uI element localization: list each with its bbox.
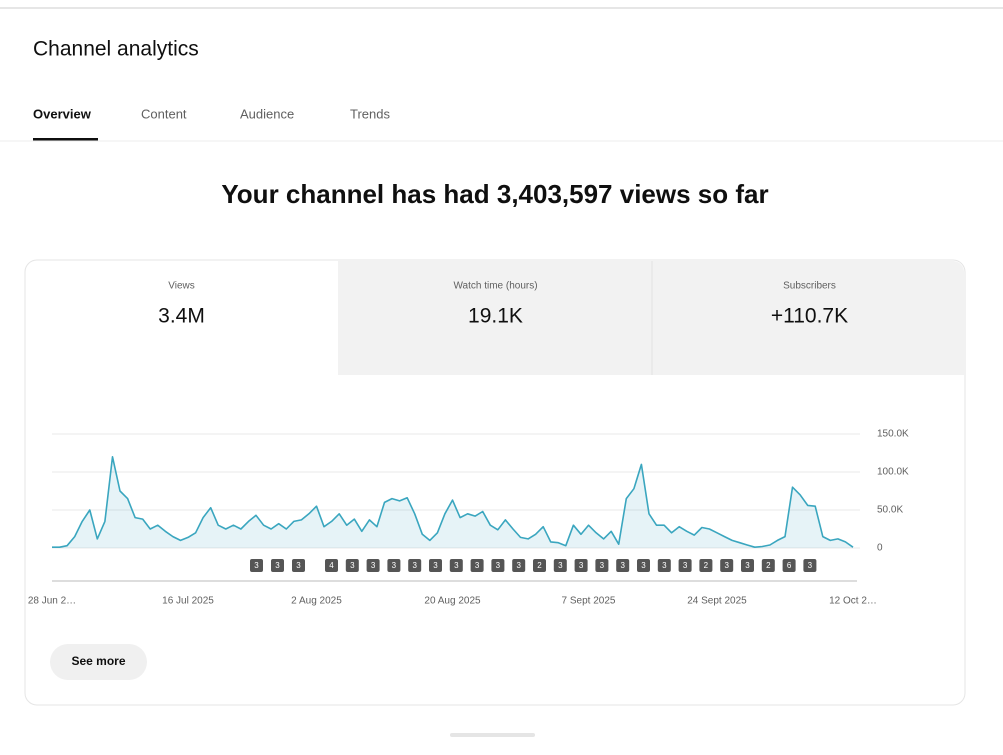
upload-marker-count[interactable]: 3 xyxy=(662,561,667,570)
upload-marker-count[interactable]: 3 xyxy=(620,561,625,570)
x-tick-label: 12 Oct 2… xyxy=(829,596,877,607)
upload-marker-count[interactable]: 3 xyxy=(683,561,688,570)
upload-marker[interactable] xyxy=(533,559,546,572)
upload-marker[interactable] xyxy=(741,559,754,572)
upload-marker-count[interactable]: 3 xyxy=(454,561,459,570)
upload-marker[interactable] xyxy=(366,559,380,572)
upload-marker-count[interactable]: 3 xyxy=(496,561,501,570)
x-tick-label: 7 Sept 2025 xyxy=(562,596,616,607)
upload-marker[interactable] xyxy=(782,559,796,572)
see-more-button[interactable] xyxy=(50,644,147,680)
upload-marker[interactable] xyxy=(250,559,263,572)
upload-marker-count[interactable]: 3 xyxy=(254,561,259,570)
tab[interactable]: Overview xyxy=(33,106,92,121)
scroll-handle xyxy=(450,733,535,737)
see-more-label[interactable]: See more xyxy=(71,654,125,668)
upload-marker[interactable] xyxy=(699,559,713,572)
page-title: Channel analytics xyxy=(33,38,199,61)
headline: Your channel has had 3,403,597 views so … xyxy=(221,179,768,209)
x-tick-label: 2 Aug 2025 xyxy=(291,596,342,607)
upload-marker[interactable] xyxy=(292,559,305,572)
upload-marker[interactable] xyxy=(429,559,442,572)
upload-marker-count[interactable]: 3 xyxy=(275,561,280,570)
tab[interactable]: Audience xyxy=(240,106,294,121)
active-tab-indicator xyxy=(33,138,98,141)
line xyxy=(52,456,854,548)
upload-marker-count[interactable]: 3 xyxy=(350,561,355,570)
upload-marker-count[interactable]: 3 xyxy=(371,561,376,570)
x-tick-label: 28 Jun 2… xyxy=(28,596,76,607)
tab-bar: Overview Content Audience Trends xyxy=(33,106,390,141)
upload-marker[interactable] xyxy=(449,559,463,572)
metric-label: Watch time (hours) xyxy=(453,281,537,292)
upload-marker-count[interactable]: 2 xyxy=(704,561,709,570)
upload-marker-count[interactable]: 2 xyxy=(766,561,771,570)
upload-marker-count[interactable]: 3 xyxy=(433,561,438,570)
x-tick-label: 16 Jul 2025 xyxy=(162,596,214,607)
x-tick-label: 20 Aug 2025 xyxy=(424,596,481,607)
upload-marker-count[interactable]: 3 xyxy=(558,561,563,570)
upload-marker[interactable] xyxy=(574,559,588,572)
metric-label: Subscribers xyxy=(783,281,836,292)
upload-marker-count[interactable]: 3 xyxy=(475,561,480,570)
upload-marker[interactable] xyxy=(553,559,567,572)
upload-marker-count[interactable]: 3 xyxy=(412,561,417,570)
upload-marker[interactable] xyxy=(387,559,401,572)
metric-value: 3.4M xyxy=(158,305,205,328)
upload-marker-count[interactable]: 4 xyxy=(329,561,334,570)
upload-marker[interactable] xyxy=(325,559,338,572)
upload-marker[interactable] xyxy=(637,559,650,572)
upload-marker[interactable] xyxy=(720,559,734,572)
upload-marker-count[interactable]: 3 xyxy=(724,561,729,570)
chart: 0 50.0K 100.0K 150.0K 28 Jun 2… 16 Jul 2025 2 … xyxy=(28,429,909,607)
upload-marker[interactable] xyxy=(512,559,526,572)
upload-marker[interactable] xyxy=(761,559,775,572)
upload-marker-count[interactable]: 3 xyxy=(808,561,813,570)
tab[interactable]: Trends xyxy=(350,106,390,121)
upload-marker[interactable] xyxy=(470,559,484,572)
tab[interactable]: Content xyxy=(141,106,187,121)
upload-marker[interactable] xyxy=(657,559,671,572)
upload-marker-count[interactable]: 3 xyxy=(745,561,750,570)
upload-marker-count[interactable]: 3 xyxy=(392,561,397,570)
x-tick-label: 24 Sept 2025 xyxy=(687,596,747,607)
metric-label: Views xyxy=(168,281,195,292)
y-tick-label: 0 xyxy=(877,543,883,554)
y-tick-label: 150.0K xyxy=(877,429,909,440)
upload-marker[interactable] xyxy=(678,559,692,572)
metrics: Views 3.4M Watch time (hours) 19.1K Subscrib… xyxy=(158,281,848,328)
upload-marker[interactable] xyxy=(345,559,359,572)
upload-marker-count[interactable]: 3 xyxy=(641,561,646,570)
upload-marker-count[interactable]: 3 xyxy=(600,561,605,570)
area xyxy=(52,456,853,548)
upload-marker[interactable] xyxy=(271,559,284,572)
y-tick-label: 100.0K xyxy=(877,467,909,478)
upload-marker[interactable] xyxy=(408,559,422,572)
upload-marker-count[interactable]: 3 xyxy=(296,561,301,570)
upload-marker-count[interactable]: 2 xyxy=(537,561,542,570)
upload-marker-count[interactable]: 3 xyxy=(579,561,584,570)
upload-marker[interactable] xyxy=(803,559,817,572)
metric-value: 19.1K xyxy=(468,305,523,328)
upload-marker-count[interactable]: 3 xyxy=(516,561,521,570)
upload-marker[interactable] xyxy=(616,559,630,572)
upload-marker[interactable] xyxy=(595,559,609,572)
upload-marker[interactable] xyxy=(491,559,505,572)
metric-value: +110.7K xyxy=(771,305,848,328)
inactive-metric-bg xyxy=(338,261,964,375)
y-tick-label: 50.0K xyxy=(877,505,903,516)
upload-marker-count[interactable]: 6 xyxy=(787,561,792,570)
